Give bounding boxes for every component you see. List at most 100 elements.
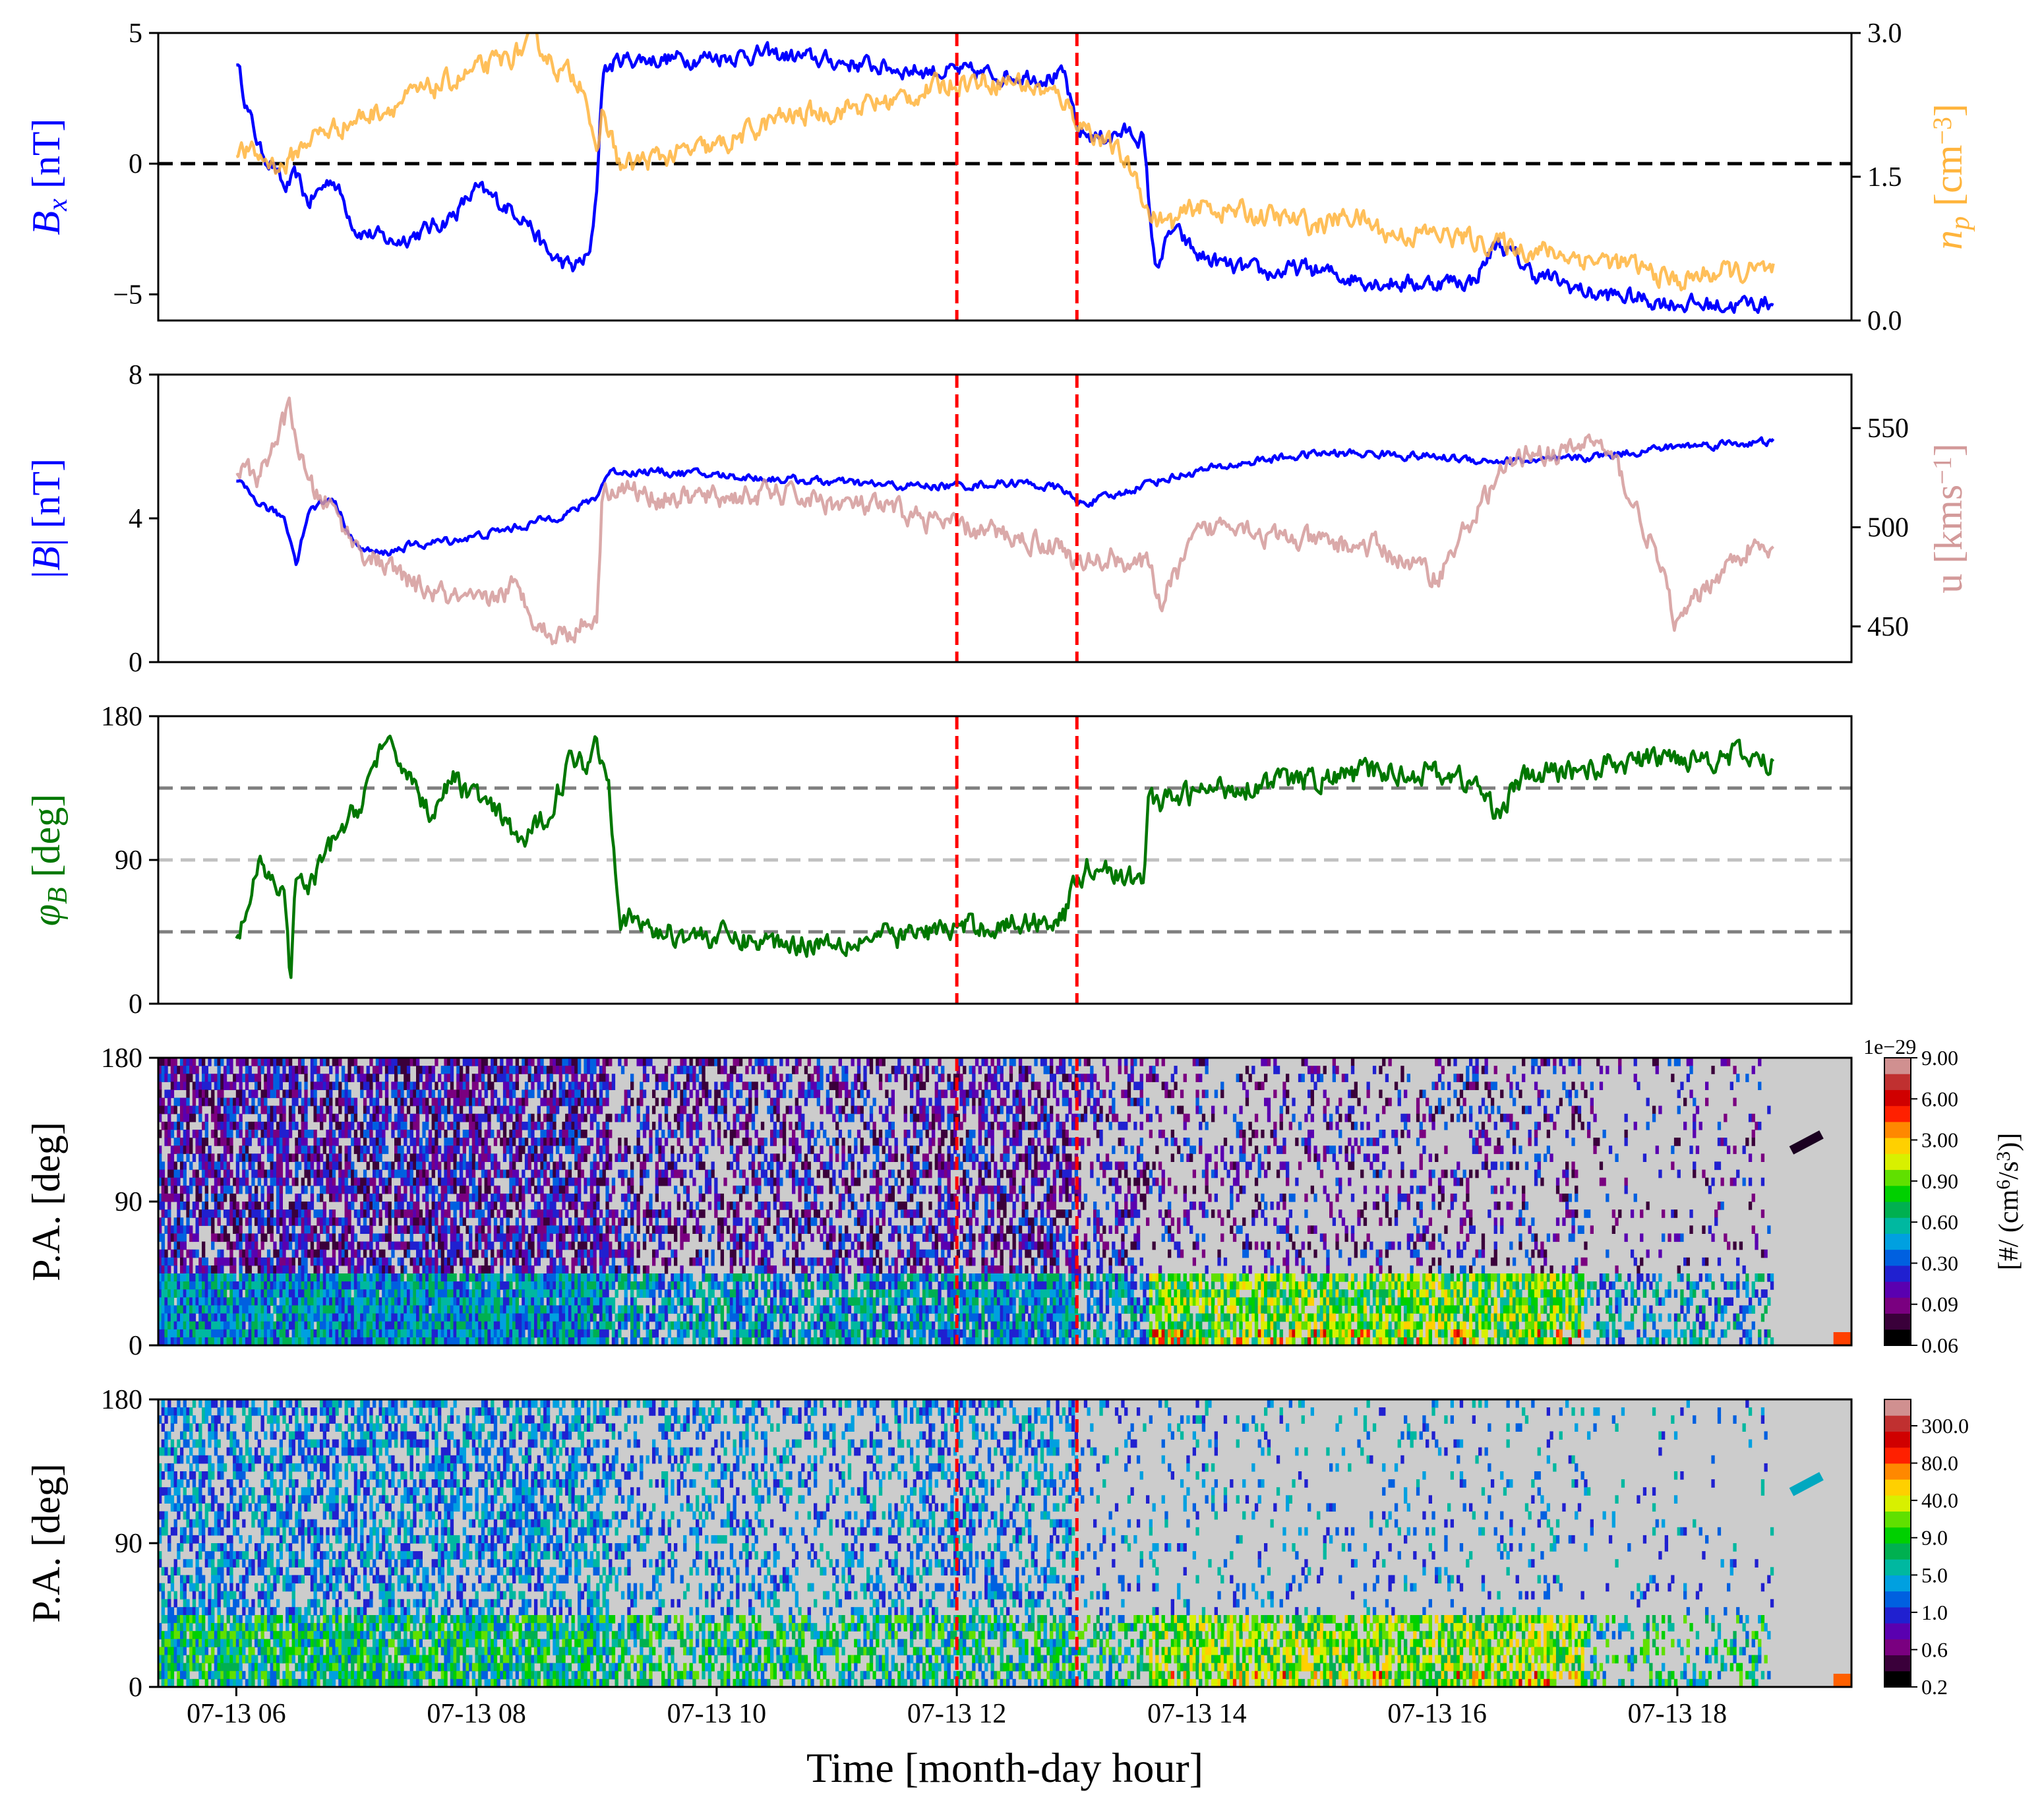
spectrogram-cell — [527, 1058, 531, 1066]
spectrogram-cell — [680, 1097, 684, 1107]
spectrogram-cell — [208, 1169, 212, 1178]
spectrogram-cell — [279, 1337, 283, 1345]
spectrogram-cell — [447, 1281, 451, 1290]
spectrogram-cell — [291, 1257, 295, 1266]
spectrogram-cell — [531, 1193, 535, 1202]
spectrogram-cell — [378, 1209, 382, 1218]
spectrogram-cell — [279, 1121, 283, 1130]
spectrogram-cell — [431, 1337, 435, 1345]
spectrogram-cell — [304, 1089, 308, 1099]
spectrogram-cell — [481, 1225, 485, 1234]
spectrogram-cell — [696, 1130, 700, 1138]
spectrogram-cell — [276, 1177, 280, 1186]
spectrogram-cell — [565, 1305, 569, 1314]
spectrogram-cell — [558, 1153, 562, 1162]
spectrogram-cell — [522, 1297, 526, 1306]
spectrogram-cell — [177, 1321, 181, 1330]
spectrogram-cell — [369, 1202, 373, 1210]
spectrogram-cell — [553, 1202, 556, 1210]
spectrogram-cell — [161, 1185, 165, 1194]
spectrogram-cell — [391, 1066, 395, 1074]
spectrogram-cell — [373, 1153, 376, 1162]
spectrogram-cell — [251, 1321, 255, 1330]
spectrogram-cell — [251, 1161, 255, 1171]
spectrogram-cell — [466, 1138, 469, 1146]
spectrogram-cell — [195, 1289, 199, 1298]
spectrogram-cell — [618, 1058, 622, 1066]
spectrogram-cell — [440, 1097, 444, 1107]
spectrogram-cell — [397, 1305, 401, 1314]
spectrogram-cell — [658, 1138, 662, 1146]
spectrogram-cell — [245, 1105, 249, 1115]
spectrogram-cell — [332, 1130, 336, 1138]
spectrogram-cell — [440, 1082, 444, 1090]
spectrogram-cell — [596, 1058, 600, 1066]
spectrogram-cell — [589, 1113, 594, 1122]
spectrogram-cell — [335, 1058, 339, 1066]
spectrogram-cell — [587, 1337, 591, 1345]
spectrogram-cell — [596, 1217, 600, 1226]
spectrogram-cell — [310, 1337, 315, 1345]
spectrogram-cell — [450, 1241, 454, 1250]
spectrogram-cell — [310, 1281, 315, 1290]
spectrogram-cell — [620, 1153, 625, 1162]
spectrogram-cell — [754, 1185, 758, 1194]
spectrogram-cell — [288, 1297, 293, 1306]
spectrogram-cell — [295, 1177, 299, 1186]
spectrogram-cell — [469, 1193, 473, 1202]
spectrogram-cell — [400, 1209, 404, 1218]
spectrogram-cell — [307, 1249, 311, 1258]
spectrogram-cell — [484, 1058, 488, 1066]
spectrogram-cell — [233, 1193, 237, 1202]
spectrogram-cell — [574, 1153, 578, 1162]
spectrogram-cell — [702, 1193, 706, 1202]
spectrogram-cell — [524, 1185, 529, 1194]
spectrogram-cell — [177, 1273, 181, 1282]
spectrogram-cell — [316, 1321, 320, 1330]
spectrogram-cell — [422, 1082, 426, 1090]
spectrogram-cell — [195, 1089, 199, 1099]
spectrogram-cell — [500, 1121, 504, 1130]
spectrogram-cell — [363, 1337, 367, 1345]
spectrogram-cell — [257, 1097, 261, 1107]
spectrogram-cell — [373, 1289, 376, 1298]
spectrogram-cell — [369, 1113, 373, 1122]
spectrogram-cell — [351, 1225, 355, 1234]
spectrogram-cell — [270, 1082, 274, 1090]
spectrogram-cell — [347, 1241, 351, 1250]
spectrogram-cell — [220, 1082, 224, 1090]
spectrogram-cell — [459, 1257, 464, 1266]
spectrogram-cell — [447, 1185, 451, 1194]
spectrogram-cell — [658, 1313, 662, 1322]
spectrogram-cell — [341, 1337, 346, 1345]
spectrogram-cell — [363, 1249, 367, 1258]
spectrogram-cell — [615, 1153, 618, 1162]
spectrogram-cell — [233, 1113, 237, 1122]
spectrogram-cell — [642, 1281, 647, 1290]
spectrogram-cell — [605, 1177, 609, 1186]
spectrogram-cell — [683, 1058, 687, 1066]
spectrogram-cell — [211, 1113, 215, 1122]
spectrogram-cell — [609, 1273, 613, 1282]
spectrogram-cell — [646, 1281, 649, 1290]
spectrogram-cell — [158, 1105, 162, 1115]
spectrogram-cell — [189, 1265, 193, 1274]
spectrogram-cell — [584, 1337, 587, 1345]
spectrogram-cell — [696, 1105, 700, 1115]
spectrogram-cell — [435, 1289, 438, 1298]
spectrogram-cell — [220, 1249, 224, 1258]
spectrogram-cell — [394, 1241, 398, 1250]
spectrogram-cell — [400, 1329, 404, 1338]
spectrogram-cell — [729, 1249, 734, 1258]
spectrogram-cell — [642, 1273, 647, 1282]
spectrogram-cell — [593, 1265, 597, 1274]
spectrogram-cell — [378, 1337, 382, 1345]
spectrogram-cell — [279, 1305, 283, 1314]
spectrogram-cell — [320, 1305, 324, 1314]
spectrogram-cell — [310, 1066, 315, 1074]
spectrogram-cell — [440, 1202, 444, 1210]
spectrogram-cell — [493, 1297, 498, 1306]
spectrogram-cell — [373, 1297, 376, 1306]
spectrogram-cell — [540, 1281, 544, 1290]
spectrogram-cell — [578, 1097, 582, 1107]
